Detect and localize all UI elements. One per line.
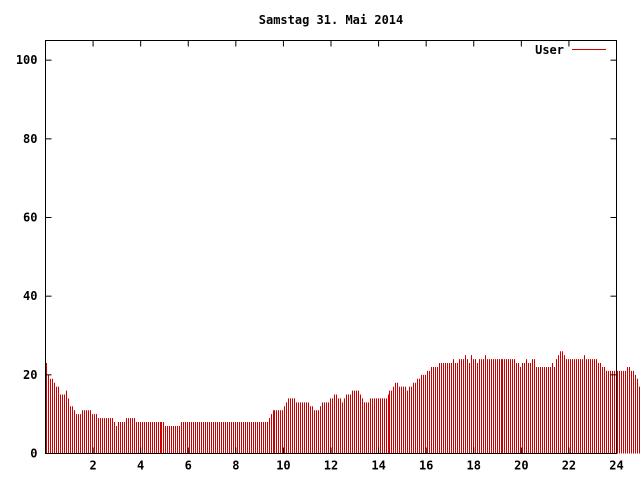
y-tick-label: 40: [23, 289, 37, 303]
y-tick-label: 80: [23, 132, 37, 146]
x-tick-label: 24: [609, 459, 623, 473]
y-tick-label: 100: [16, 53, 38, 67]
x-tick-label: 18: [467, 459, 481, 473]
x-tick-label: 14: [371, 459, 385, 473]
legend-label-user: User: [535, 43, 564, 57]
x-tick-label: 12: [324, 459, 338, 473]
plot-frame: [45, 40, 617, 454]
data-bars: [46, 351, 640, 454]
x-tick-label: 6: [185, 459, 192, 473]
chart-title: Samstag 31. Mai 2014: [259, 13, 404, 27]
y-tick-label: 0: [30, 447, 37, 461]
x-tick-label: 10: [276, 459, 290, 473]
x-tick-label: 4: [137, 459, 144, 473]
legend: User: [535, 43, 606, 57]
x-tick-label: 8: [232, 459, 239, 473]
x-tick-label: 16: [419, 459, 433, 473]
x-tick-label: 2: [89, 459, 96, 473]
y-tick-label: 20: [23, 368, 37, 382]
x-tick-label: 22: [562, 459, 576, 473]
x-tick-label: 20: [514, 459, 528, 473]
y-tick-label: 60: [23, 211, 37, 225]
